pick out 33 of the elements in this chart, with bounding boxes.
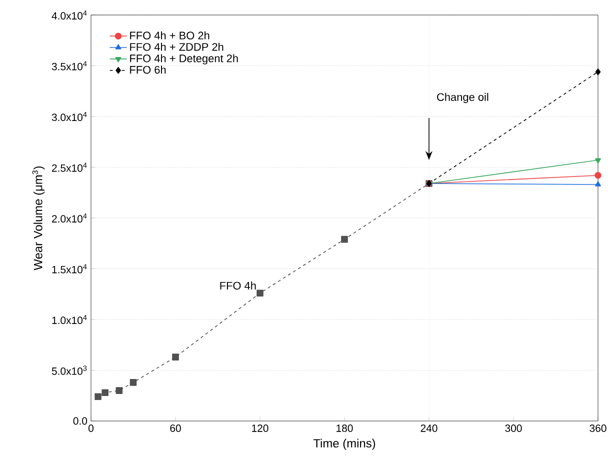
point [94, 393, 102, 400]
x-tick-label: 180 [336, 424, 353, 432]
y-tick-label: 1.0x10$^{4}$ [52, 314, 87, 324]
point [116, 387, 123, 394]
x-tick-label: 300 [505, 424, 522, 432]
point [594, 172, 602, 179]
y-tick-label: 0.0 [73, 417, 88, 425]
y-tick-label: 3.5x10$^{4}$ [52, 61, 87, 70]
annotation: Change oil [437, 92, 488, 104]
x-tick-label: 360 [590, 424, 606, 432]
x-tick-label: 0 [88, 424, 94, 432]
y-tick-label: 4.0x10$^{4}$ [52, 10, 87, 20]
point [130, 379, 137, 386]
y-tick-label: 2.5x10$^{4}$ [52, 162, 87, 172]
y-tick-label: 5.0x10$^{3}$ [52, 366, 87, 375]
series-label: FFO 4h [220, 282, 256, 290]
x-tick-label: 240 [420, 424, 438, 432]
y-tick-label: 1.5x10$^{4}$ [52, 264, 87, 274]
point [595, 68, 601, 76]
y-tick-label: 2.0x10$^{4}$ [52, 213, 87, 223]
x-tick-label: 120 [252, 424, 268, 432]
y-axis-title: Wear Volume (μm$^{3}$) [32, 166, 45, 270]
legend-label: FFO 4h + ZDDP 2h [130, 42, 224, 51]
legend-label: FFO 4h + Detegent 2h [130, 54, 238, 64]
point [256, 290, 264, 296]
y-tick-label: 3.0x10$^{4}$ [52, 112, 87, 122]
point [102, 389, 108, 396]
x-tick-label: 60 [170, 424, 181, 432]
legend-label: FFO 6h [130, 66, 166, 74]
point [172, 354, 179, 360]
point [341, 236, 348, 243]
legend-label: FFO 4h + BO 2h [130, 31, 210, 40]
x-axis-title: Time (mins) [313, 438, 376, 450]
